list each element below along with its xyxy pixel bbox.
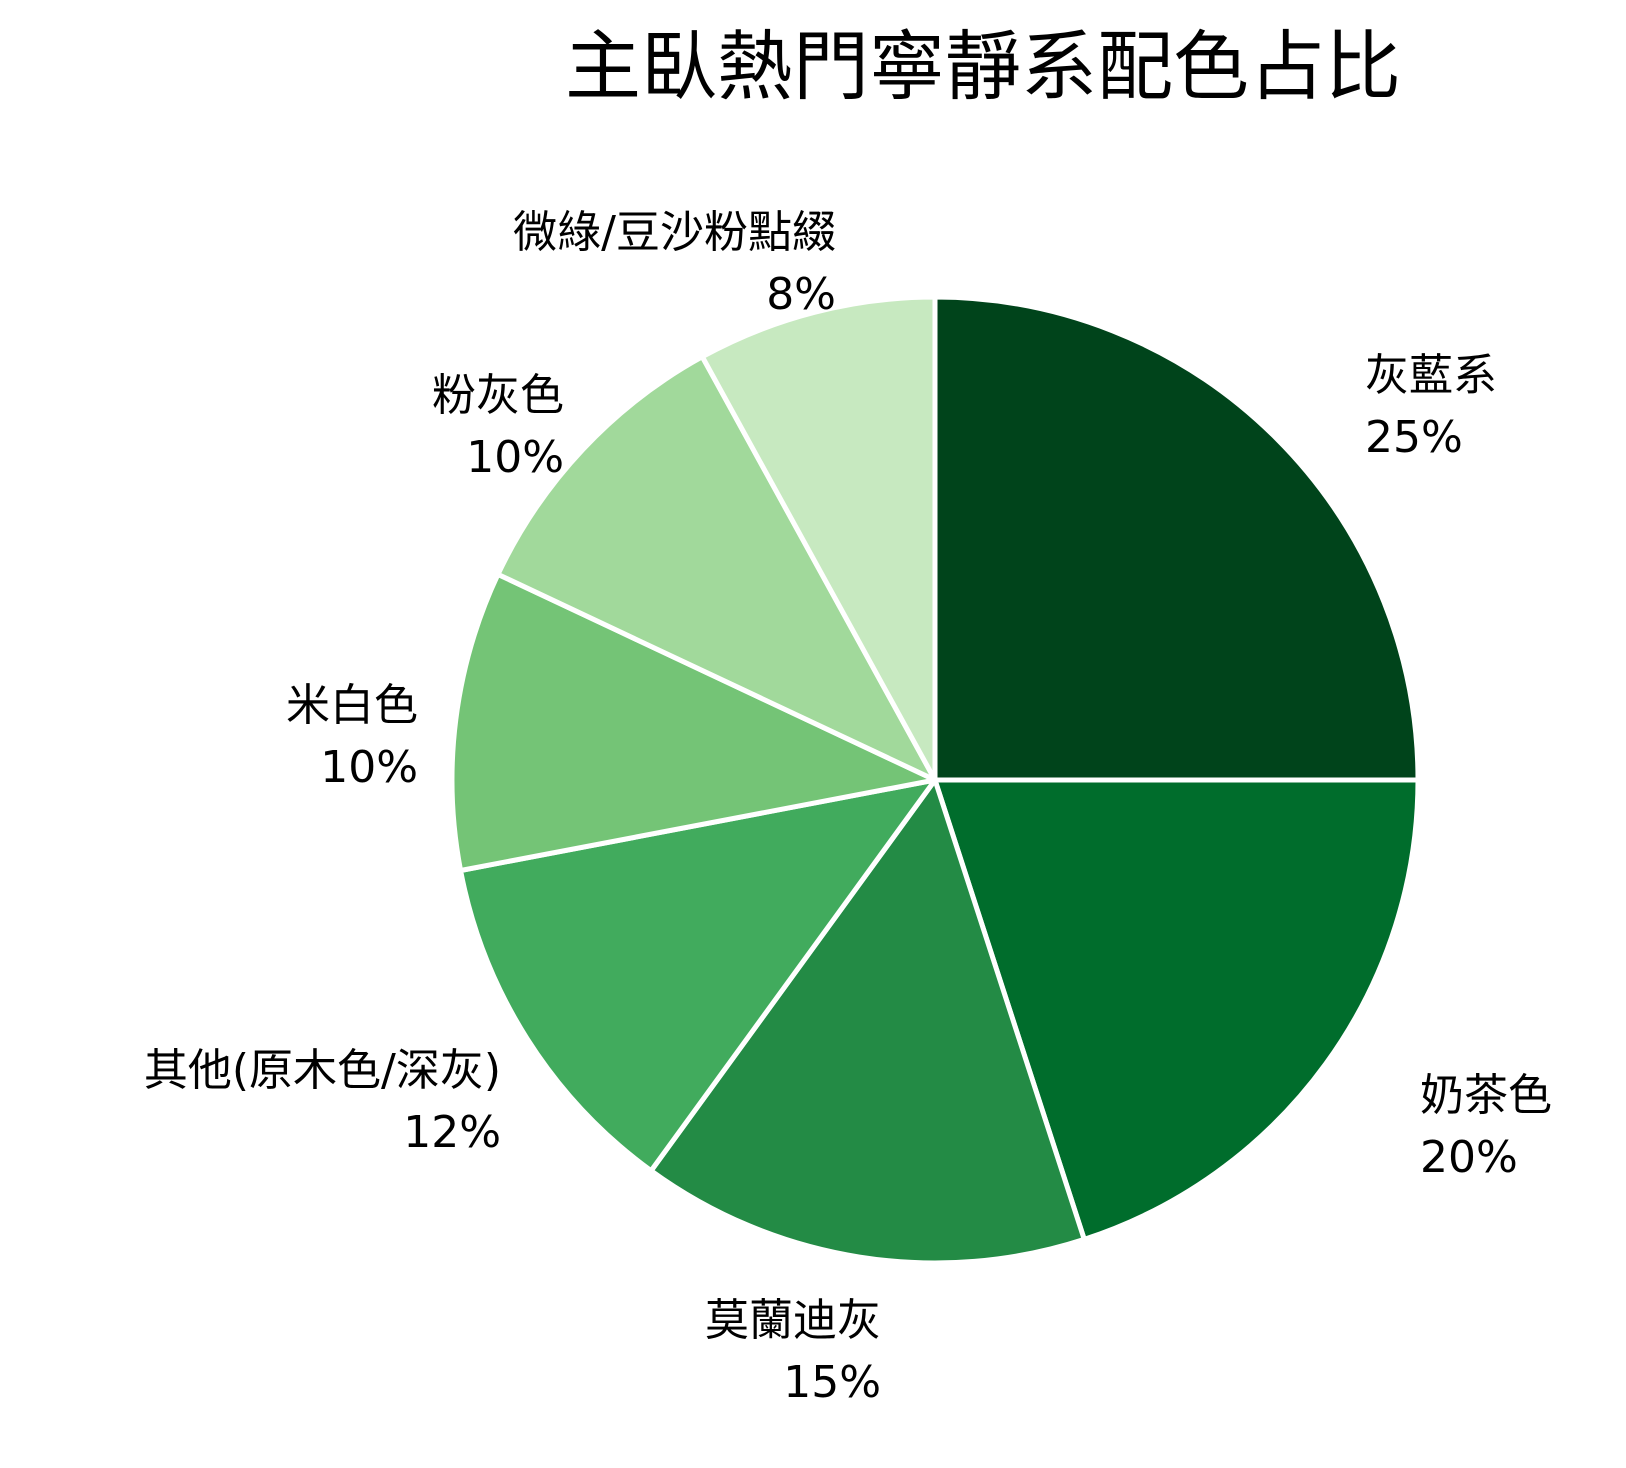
label-pct: 8% [766, 269, 836, 320]
label-milk-tea: 奶茶色 20% [1420, 1065, 1552, 1189]
label-pct: 10% [320, 742, 418, 793]
label-name: 微綠/豆沙粉點綴 [513, 207, 836, 258]
pie-slice [932, 294, 1421, 783]
label-accent: 微綠/豆沙粉點綴 8% [513, 202, 836, 326]
label-off-white: 米白色 10% [286, 675, 418, 799]
label-name: 莫蘭迪灰 [705, 1295, 881, 1346]
label-pct: 20% [1420, 1132, 1518, 1183]
pie-slice [458, 777, 938, 1174]
label-pct: 15% [783, 1357, 881, 1408]
pie-slice [932, 777, 1421, 1242]
label-name: 粉灰色 [432, 370, 564, 421]
label-pink-gray: 粉灰色 10% [432, 365, 564, 489]
label-gray-blue: 灰藍系 25% [1365, 345, 1497, 469]
label-name: 其他(原木色/深灰) [143, 1045, 501, 1096]
label-name: 灰藍系 [1365, 350, 1497, 401]
pie-slice [648, 777, 1087, 1266]
pie-slice [495, 354, 938, 783]
label-pct: 10% [466, 432, 564, 483]
pie-slice [449, 571, 938, 874]
chart-title: 主臥熱門寧靜系配色占比 [565, 22, 1401, 111]
label-name: 奶茶色 [1420, 1070, 1552, 1121]
label-name: 米白色 [286, 680, 418, 731]
pie-slice [699, 294, 938, 783]
label-pct: 12% [403, 1107, 501, 1158]
label-morandi-gray: 莫蘭迪灰 15% [705, 1290, 881, 1414]
label-other: 其他(原木色/深灰) 12% [144, 1040, 501, 1164]
label-pct: 25% [1365, 412, 1463, 463]
